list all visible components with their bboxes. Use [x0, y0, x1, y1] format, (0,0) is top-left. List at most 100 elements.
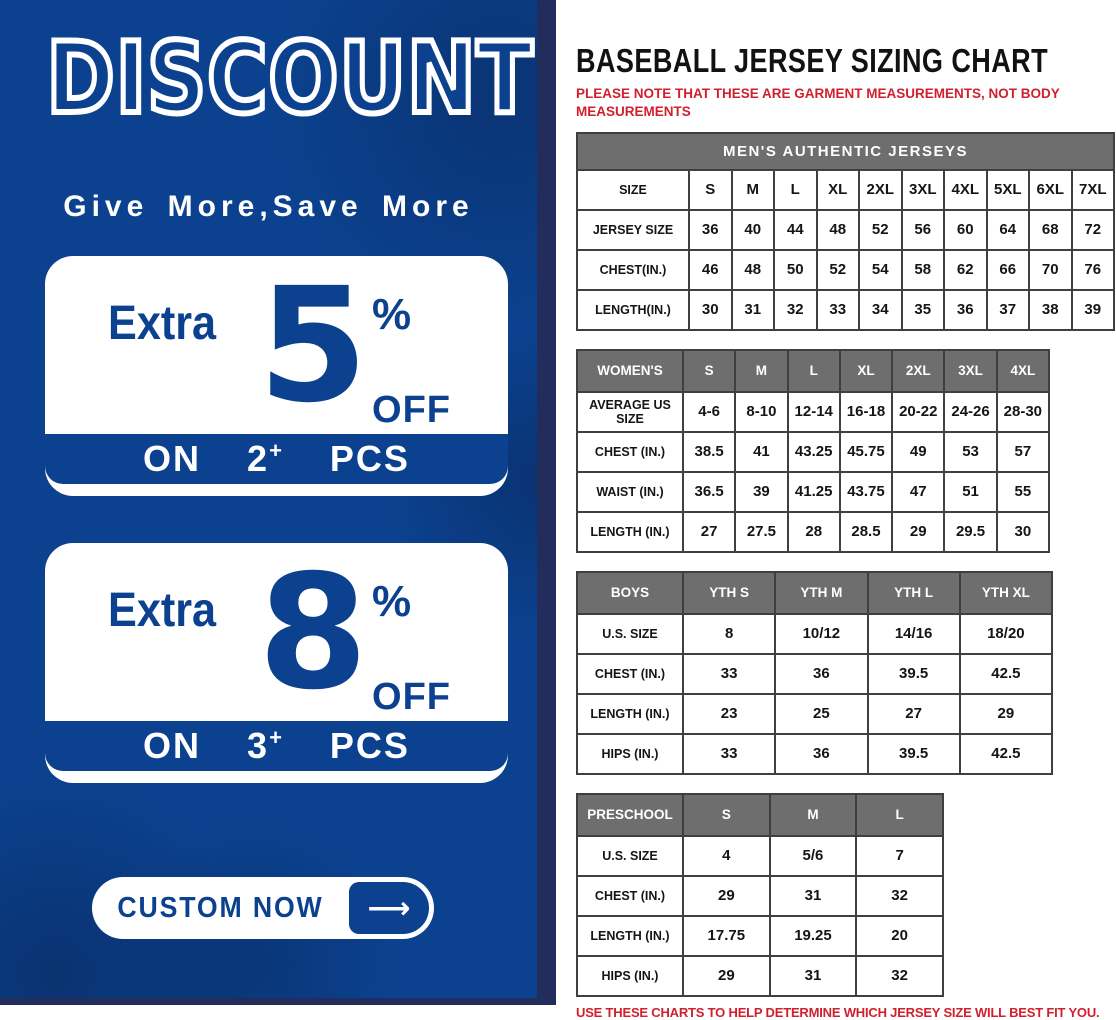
offer-condition-bar: ON 2+ PCS	[45, 434, 508, 484]
column-header: WOMEN'S	[576, 349, 684, 394]
cell-value: 45.75	[838, 431, 894, 474]
cell-value: S	[688, 169, 733, 212]
cell-value: 8-10	[734, 391, 789, 434]
cell-value: 33	[681, 653, 777, 696]
row-label: LENGTH (IN.)	[576, 511, 684, 554]
row-label: CHEST (IN.)	[576, 875, 684, 918]
cell-value: 36	[688, 209, 733, 252]
on-label: ON	[143, 438, 202, 479]
cell-value: 34	[858, 289, 903, 332]
cell-value: 7XL	[1070, 169, 1115, 212]
table-header-row: WOMEN'S S M L XL 2XL 3XL 4XL	[576, 349, 1050, 394]
cell-value: 16-18	[838, 391, 894, 434]
offer-amount: 8	[258, 543, 369, 725]
cell-value: 10/12	[774, 613, 869, 656]
table-row: CHEST (IN.) 29 31 32	[576, 875, 944, 918]
cell-value: 30	[688, 289, 733, 332]
pcs-label: PCS	[329, 438, 410, 479]
cell-value: 36	[774, 653, 869, 696]
cell-value: 58	[900, 249, 945, 292]
column-header: M	[734, 349, 789, 394]
cell-value: 5/6	[768, 835, 858, 878]
pcs-label: PCS	[329, 725, 410, 766]
column-header: PRESCHOOL	[576, 793, 684, 838]
table-row: JERSEY SIZE 36 40 44 48 52 56 60 64 68 72	[576, 209, 1115, 252]
table-header-row: PRESCHOOL S M L	[576, 793, 944, 838]
cell-value: 53	[943, 431, 998, 474]
cell-value: 24-26	[943, 391, 998, 434]
table-header-row: BOYS YTH S YTH M YTH L YTH XL	[576, 571, 1054, 616]
row-label: JERSEY SIZE	[576, 209, 690, 252]
cell-value: L	[773, 169, 818, 212]
sizing-table-preschool: PRESCHOOL S M L U.S. SIZE 4 5/6 7 CHEST (IN.) 29 3…	[576, 793, 944, 998]
cell-value: 68	[1028, 209, 1073, 252]
cell-value: 48	[815, 209, 860, 252]
offer-prefix: Extra	[108, 297, 217, 350]
cell-value: 20-22	[891, 391, 946, 434]
cell-value: 76	[1070, 249, 1115, 292]
sizing-table-womens: WOMEN'S S M L XL 2XL 3XL 4XL AVERAGE US SIZE 4-6 8…	[576, 349, 1050, 554]
column-header: YTH L	[866, 571, 961, 616]
cell-value: 4	[682, 835, 771, 878]
offer-condition-bar: ON 3+ PCS	[45, 721, 508, 771]
column-header: 3XL	[943, 349, 998, 394]
cell-value: 32	[855, 875, 944, 918]
off-label: OFF	[372, 389, 451, 431]
table-row: WAIST (IN.) 36.5 39 41.25 43.75 47 51 55	[576, 471, 1050, 514]
cell-value: 37	[985, 289, 1030, 332]
cell-value: 72	[1070, 209, 1115, 252]
table-row: HIPS (IN.) 29 31 32	[576, 955, 944, 998]
cell-value: 48	[730, 249, 775, 292]
sizing-chart-title: BASEBALL JERSEY SIZING CHART	[576, 42, 1049, 79]
column-header: YTH XL	[958, 571, 1054, 616]
cell-value: 18/20	[958, 613, 1054, 656]
cell-value: 27.5	[734, 511, 789, 554]
table-row: LENGTH (IN.) 17.75 19.25 20	[576, 915, 944, 958]
cell-value: 38	[1028, 289, 1073, 332]
cell-value: 28	[786, 511, 841, 554]
row-label: HIPS (IN.)	[576, 733, 684, 776]
discount-headline: DISCOUNT	[44, 22, 535, 136]
fit-advice-note: USE THESE CHARTS TO HELP DETERMINE WHICH…	[576, 1005, 1100, 1020]
offer-card-8pct: Extra 8 % OFF ON 3+ PCS	[45, 543, 508, 783]
panel-edge-bottom	[0, 998, 537, 1005]
sizing-table-mens: MEN'S AUTHENTIC JERSEYS SIZE S M L XL 2XL 3XL 4X…	[576, 132, 1115, 332]
cell-value: XL	[815, 169, 860, 212]
garment-measurement-note: PLEASE NOTE THAT THESE ARE GARMENT MEASU…	[576, 86, 1060, 119]
table-row: SIZE S M L XL 2XL 3XL 4XL 5XL 6XL 7XL	[576, 169, 1115, 212]
custom-now-button[interactable]: CUSTOM NOW ⟶	[92, 877, 434, 939]
cell-value: 47	[891, 471, 946, 514]
cell-value: 54	[858, 249, 903, 292]
offer-prefix: Extra	[108, 584, 217, 637]
cell-value: 32	[855, 955, 944, 998]
discount-tagline: Give More,Save More	[63, 190, 474, 223]
cell-value: 62	[943, 249, 988, 292]
cell-value: 29.5	[943, 511, 998, 554]
column-header: YTH M	[774, 571, 869, 616]
column-header: L	[855, 793, 944, 838]
cell-value: 39.5	[866, 733, 961, 776]
on-label: ON	[143, 725, 202, 766]
table-row: CHEST (IN.) 38.5 41 43.25 45.75 49 53 57	[576, 431, 1050, 474]
column-header: YTH S	[681, 571, 777, 616]
right-arrow-icon: ⟶	[349, 882, 429, 934]
cell-value: 4XL	[943, 169, 988, 212]
row-label: LENGTH(IN.)	[576, 289, 690, 332]
table-row: LENGTH (IN.) 23 25 27 29	[576, 693, 1054, 736]
cell-value: 29	[891, 511, 946, 554]
cell-value: 32	[773, 289, 818, 332]
row-label: LENGTH (IN.)	[576, 915, 684, 958]
sizing-chart-panel: BASEBALL JERSEY SIZING CHART PLEASE NOTE…	[556, 0, 1116, 1020]
table-row: HIPS (IN.) 33 36 39.5 42.5	[576, 733, 1054, 776]
row-label: CHEST (IN.)	[576, 431, 684, 474]
column-header: S	[682, 793, 771, 838]
cell-value: 52	[858, 209, 903, 252]
cell-value: 33	[815, 289, 860, 332]
cell-value: 33	[681, 733, 777, 776]
row-label: WAIST (IN.)	[576, 471, 684, 514]
cell-value: 25	[774, 693, 869, 736]
discount-panel: DISCOUNT Give More,Save More Extra 5 % O…	[0, 0, 556, 1005]
offer-content: Extra 8 % OFF	[45, 543, 508, 719]
cell-value: 42.5	[958, 653, 1054, 696]
cell-value: 41	[734, 431, 789, 474]
